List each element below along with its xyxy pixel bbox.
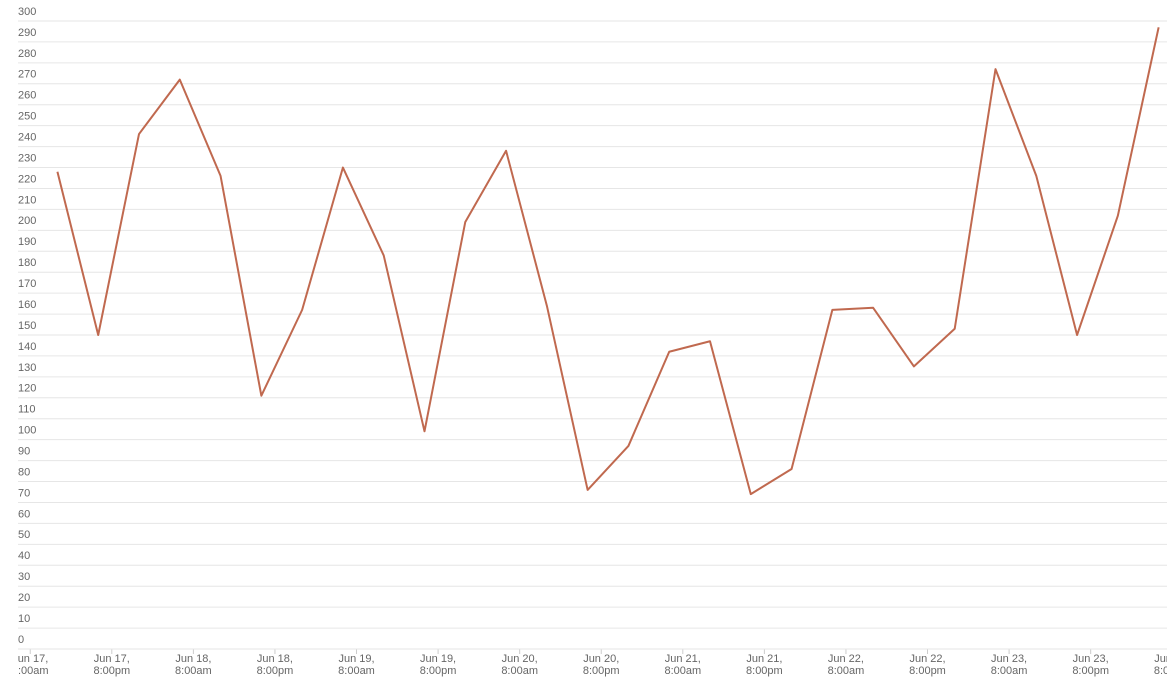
x-tick-label: Jun 23, 8:00pm (1072, 653, 1109, 677)
y-tick-label: 300 (18, 6, 36, 18)
plot-area: Jun 17, 8:00am Jun 17, 8:00pm Jun 18, 8:00am J… (12, 649, 1167, 677)
y-tick-label: 160 (18, 299, 36, 311)
x-tick-label: Jun 22, 8:00pm (909, 653, 946, 677)
data-line (56, 27, 1160, 496)
y-tick-label: 140 (18, 341, 36, 353)
y-tick-label: 120 (18, 383, 36, 395)
y-tick-label: 100 (18, 425, 36, 437)
x-tick-label: Jun 18, 8:00pm (257, 653, 294, 677)
y-tick-label: 50 (18, 529, 30, 541)
x-tick-label: Jun 21, 8:00pm (746, 653, 783, 677)
y-tick-label: 40 (18, 550, 30, 562)
y-tick-label: 240 (18, 132, 36, 144)
y-tick-label: 70 (18, 487, 30, 499)
y-tick-label: 200 (18, 215, 36, 227)
y-tick-label: 150 (18, 320, 36, 332)
x-tick-label: Jun 17, 8:00am (12, 653, 49, 677)
y-tick-label: 80 (18, 466, 30, 478)
y-tick-label: 0 (18, 634, 24, 646)
y-tick-label: 180 (18, 257, 36, 269)
x-tick-label: Jun 19, 8:00am (338, 653, 375, 677)
y-tick-label: 20 (18, 592, 30, 604)
x-tick-label: Jun 18, 8:00am (175, 653, 212, 677)
x-tick-label: Jun 17, 8:00pm (93, 653, 130, 677)
x-tick-label: Jun 20, 8:00am (501, 653, 538, 677)
y-tick-label: 90 (18, 446, 30, 458)
y-tick-label: 270 (18, 69, 36, 81)
y-tick-label: 170 (18, 278, 36, 290)
y-tick-label: 10 (18, 613, 30, 625)
y-tick-label: 190 (18, 236, 36, 248)
y-tick-label: 290 (18, 27, 36, 39)
y-tick-label: 260 (18, 90, 36, 102)
x-tick-label: Jun 23, 8:00am (991, 653, 1028, 677)
y-tick-label: 60 (18, 508, 30, 520)
y-tick-label: 230 (18, 152, 36, 164)
x-tick-label: Jun 22, 8:00am (828, 653, 865, 677)
y-tick-label: 110 (18, 404, 36, 416)
x-tick-label: Jun 20, 8:00pm (583, 653, 620, 677)
y-tick-label: 280 (18, 48, 36, 60)
x-tick-label: Jun 21, 8:00am (664, 653, 701, 677)
x-tick-label: Jun 24,8:00am (1154, 653, 1167, 677)
y-tick-label: 30 (18, 571, 30, 583)
y-tick-label: 250 (18, 111, 36, 123)
y-tick-label: 220 (18, 173, 36, 185)
y-tick-label: 130 (18, 362, 36, 374)
x-tick-label: Jun 19, 8:00pm (420, 653, 457, 677)
y-tick-label: 210 (18, 194, 36, 206)
